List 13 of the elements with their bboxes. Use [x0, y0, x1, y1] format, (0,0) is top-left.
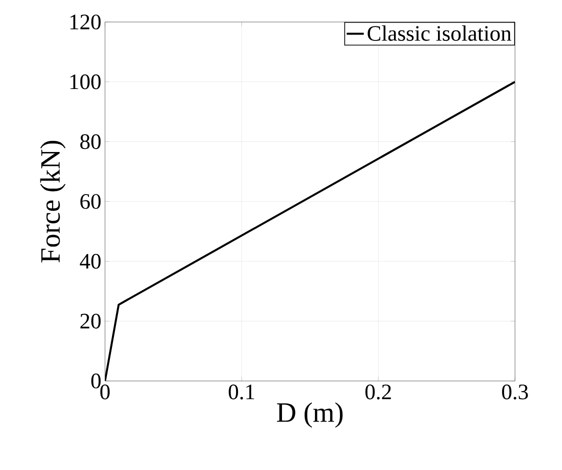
y-tick-label: 120: [70, 14, 101, 30]
y-tick-label: 20: [80, 314, 101, 329]
y-tick-label: 60: [80, 194, 101, 209]
x-tick-label: 0.3: [502, 384, 528, 400]
y-tick-label: 80: [80, 134, 101, 150]
y-tick-label: 100: [70, 74, 101, 90]
y-tick-label: 0: [91, 374, 101, 388]
y-axis-title: Force (kN): [40, 140, 66, 262]
y-tick-label: 40: [80, 254, 101, 269]
x-tick-label: 0.1: [228, 384, 254, 400]
legend-label: Classic isolation: [368, 25, 512, 41]
x-tick-label: 0.2: [365, 384, 391, 400]
x-axis-title: D (m): [276, 402, 343, 428]
